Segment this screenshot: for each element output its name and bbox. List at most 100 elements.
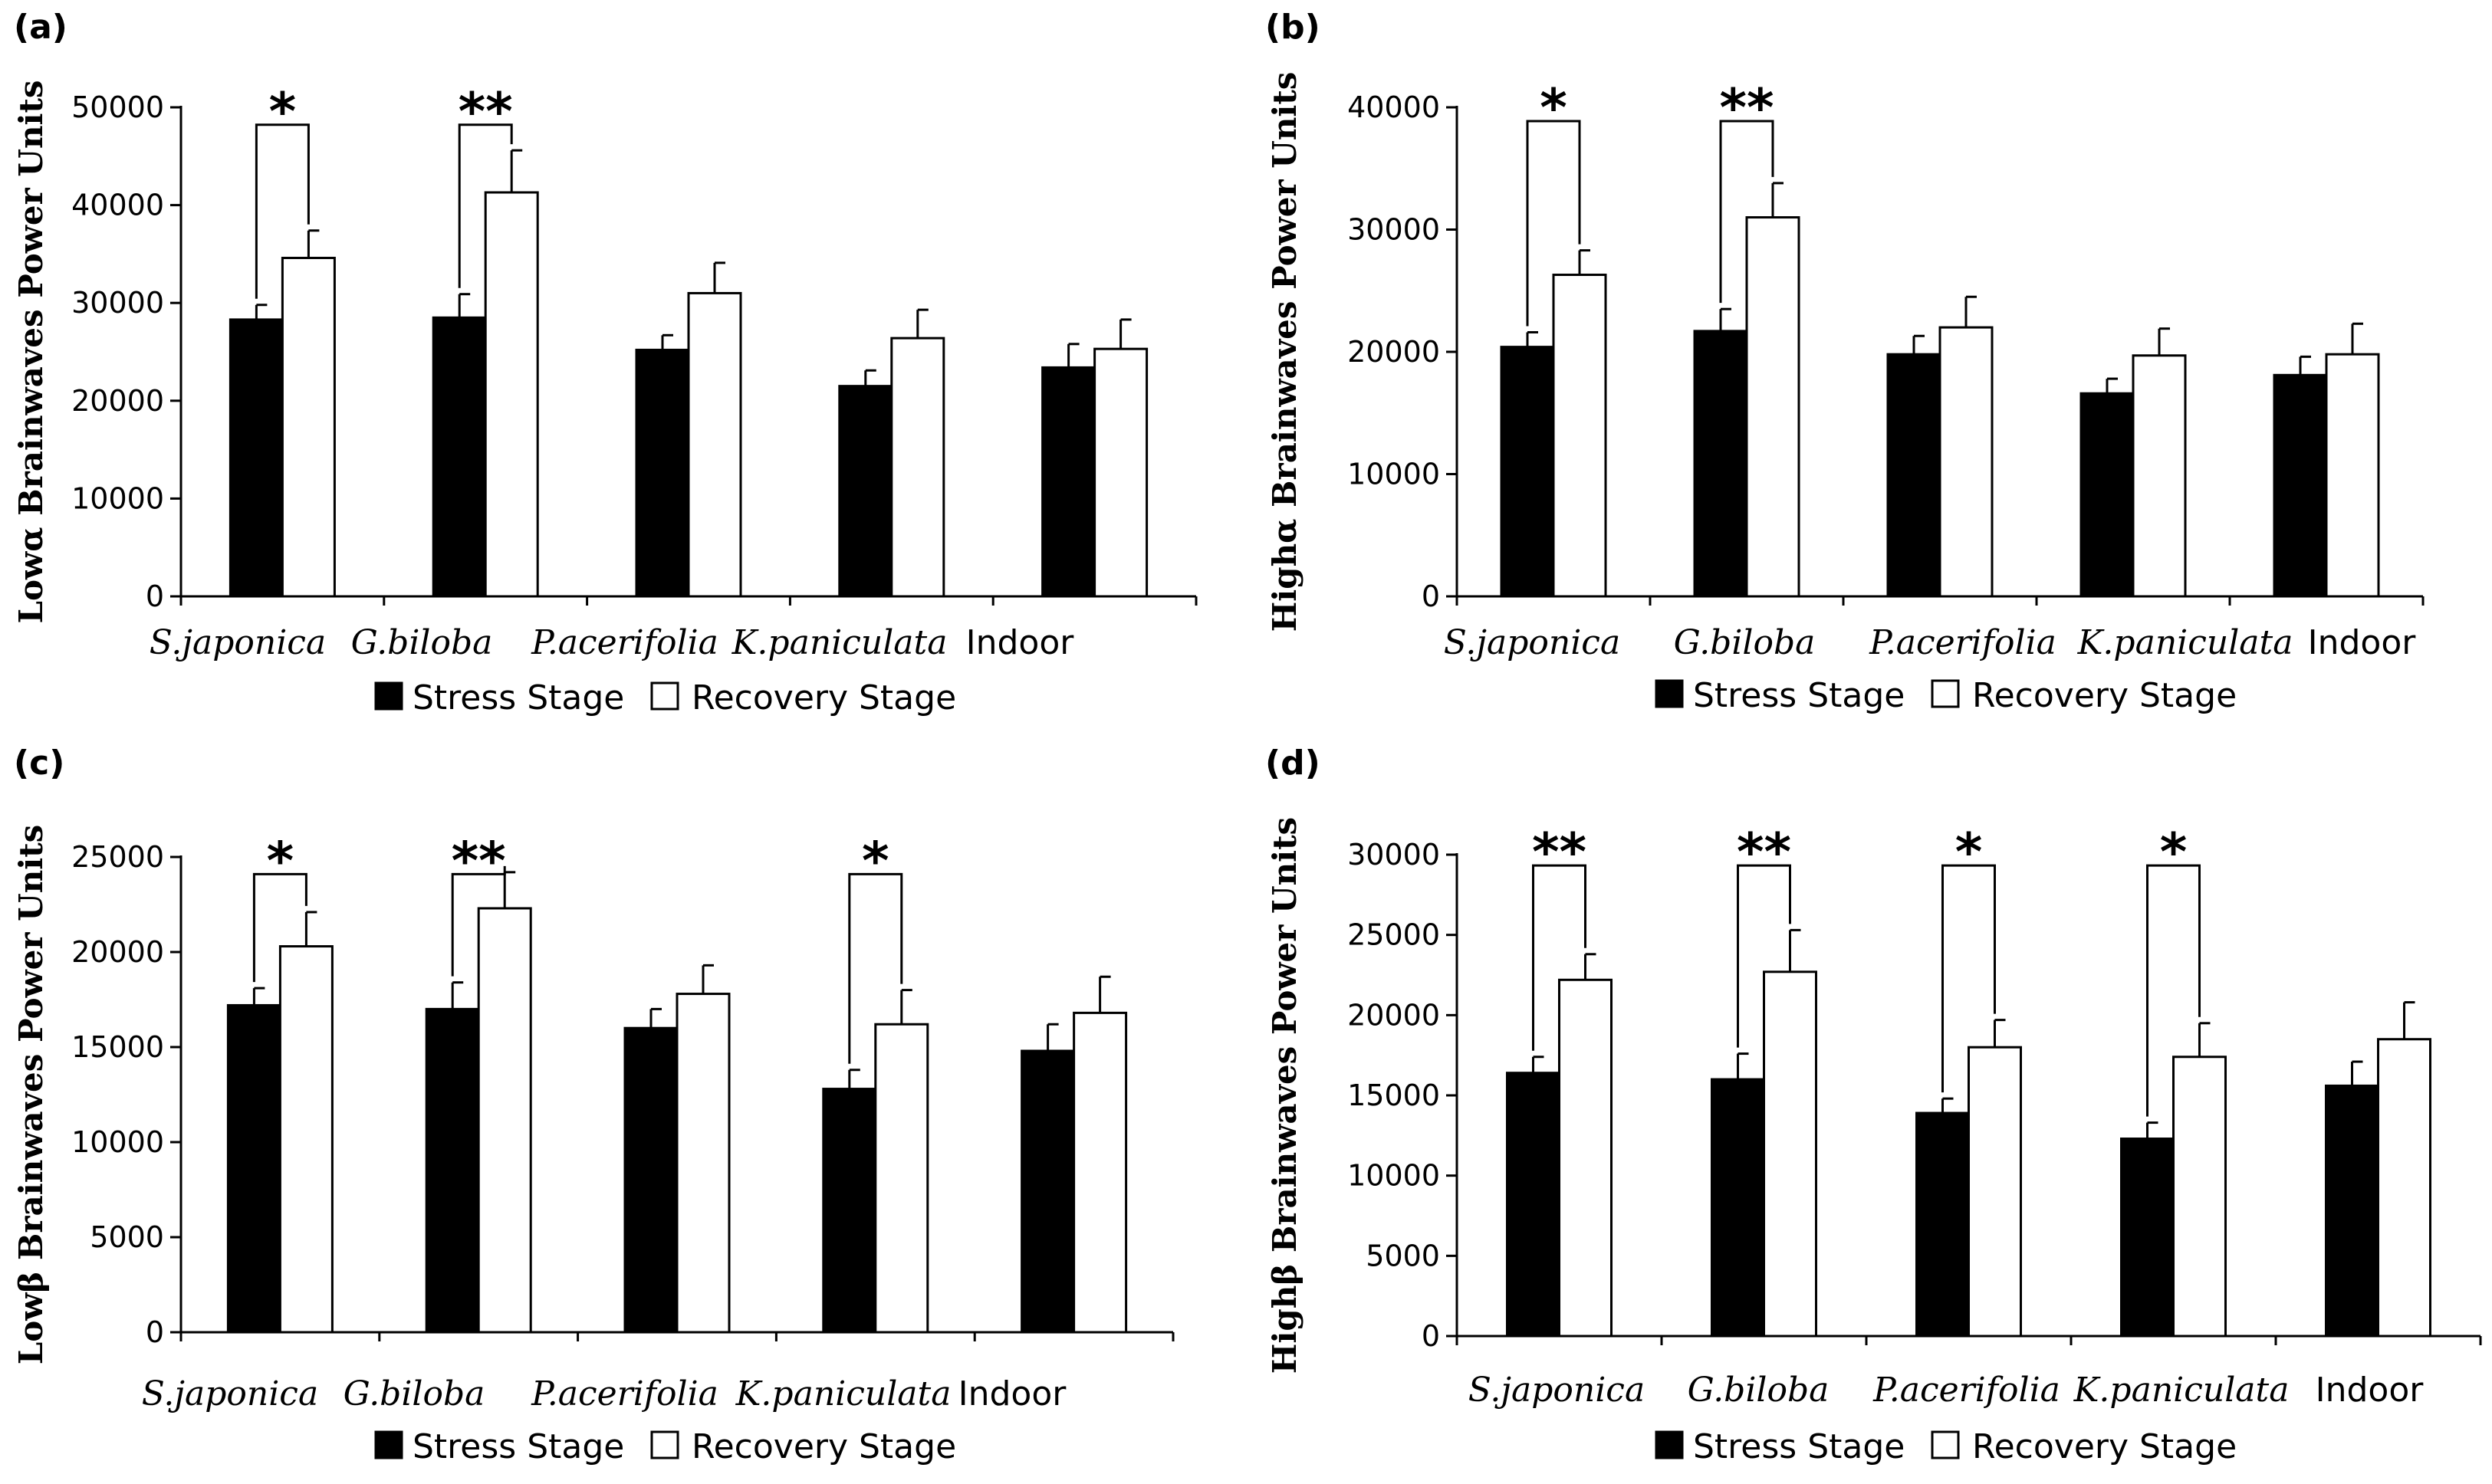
significance-marker: * [862, 831, 889, 891]
bar-recovery [2172, 1056, 2227, 1338]
legend-label-stress: Stress Stage [413, 1427, 624, 1466]
bar-stress [1711, 1078, 1765, 1338]
panel-letter: (c) [14, 744, 64, 783]
bar-recovery [281, 257, 336, 598]
bar-stress [2120, 1138, 2175, 1338]
y-tick-label: 10000 [1347, 1159, 1440, 1193]
bar-recovery [2325, 353, 2380, 598]
bar-recovery [2377, 1038, 2431, 1338]
legend-swatch-recovery [1931, 1430, 1960, 1459]
legend-swatch-stress [374, 1430, 403, 1459]
bar-stress [635, 348, 690, 598]
bar-recovery [687, 291, 742, 598]
x-category-label: K.paniculata [735, 1374, 952, 1413]
x-category-label: G.biloba [351, 623, 493, 662]
bar-stress [1021, 1049, 1076, 1334]
significance-bracket [848, 872, 903, 1064]
bar-recovery [1968, 1046, 2022, 1338]
y-tick-label: 0 [1422, 579, 1440, 613]
y-tick-label: 40000 [71, 189, 164, 222]
legend: Stress Stage Recovery Stage [1655, 1427, 2237, 1466]
bar-stress [425, 1007, 480, 1334]
x-category-label: S.japonica [1468, 1371, 1645, 1410]
bar-recovery [1938, 326, 1994, 598]
bar-recovery [1093, 347, 1149, 598]
y-tick-label: 15000 [71, 1030, 164, 1064]
bar-stress [1041, 366, 1096, 598]
bar-recovery [676, 993, 731, 1334]
significance-marker: * [1540, 78, 1567, 139]
significance-marker: * [1955, 822, 1983, 883]
bar-recovery [1552, 274, 1607, 598]
bar-recovery [2132, 354, 2187, 598]
bar-stress [1693, 330, 1748, 598]
legend-label-stress: Stress Stage [1693, 1427, 1905, 1466]
bar-recovery [1763, 970, 1817, 1338]
x-category-label: K.paniculata [731, 623, 948, 662]
significance-marker: ** [1532, 822, 1586, 883]
panel-letter: (b) [1265, 8, 1320, 47]
x-category-label: K.paniculata [2077, 623, 2293, 662]
chart-panel-2: (b) Highα Brainwaves Power Units 0 10000 200… [1265, 8, 2425, 715]
legend-swatch-stress [1655, 1430, 1684, 1459]
significance-marker: ** [1737, 822, 1791, 883]
y-tick-label: 10000 [71, 1125, 164, 1159]
legend-label-recovery: Recovery Stage [1972, 676, 2237, 715]
x-category-label: P.acerifolia [1872, 1371, 2060, 1410]
legend: Stress Stage Recovery Stage [374, 1427, 956, 1466]
significance-bracket [1526, 120, 1581, 327]
x-category-label: K.paniculata [2073, 1371, 2290, 1410]
y-tick-label: 0 [1422, 1319, 1440, 1353]
significance-marker: * [269, 82, 297, 143]
legend-label-recovery: Recovery Stage [1972, 1427, 2237, 1466]
legend-label-stress: Stress Stage [1693, 676, 1905, 715]
bar-recovery [1073, 1011, 1128, 1334]
y-tick-label: 20000 [71, 935, 164, 969]
y-axis-label: Lowα Brainwaves Power Units [12, 80, 50, 624]
x-category-label: S.japonica [150, 623, 326, 662]
y-tick-label: 30000 [1347, 838, 1440, 872]
panel-letter: (d) [1265, 744, 1320, 783]
bar-stress [838, 385, 893, 598]
bar-stress [1886, 353, 1941, 598]
y-tick-label: 0 [146, 579, 164, 613]
significance-bracket [2146, 864, 2201, 1117]
y-tick-label: 0 [146, 1315, 164, 1349]
legend-swatch-recovery [650, 681, 679, 711]
y-axis-label: Highβ Brainwaves Power Units [1266, 817, 1304, 1374]
significance-bracket [1532, 864, 1586, 1051]
y-tick-label: 20000 [1347, 998, 1440, 1032]
x-category-label: S.japonica [1444, 623, 1620, 662]
y-tick-label: 10000 [71, 481, 164, 515]
bar-stress [228, 318, 284, 598]
bar-stress [623, 1026, 679, 1334]
x-category-label: P.acerifolia [1869, 623, 2056, 662]
bar-stress [2079, 392, 2135, 598]
significance-bracket [1719, 120, 1774, 304]
significance-marker: * [267, 831, 294, 891]
y-tick-label: 20000 [1347, 335, 1440, 369]
legend-swatch-stress [1655, 679, 1684, 708]
x-category-label: Indoor [2316, 1371, 2425, 1410]
legend-label-recovery: Recovery Stage [692, 678, 956, 717]
x-category-label: S.japonica [142, 1374, 318, 1413]
y-axis-label: Highα Brainwaves Power Units [1266, 72, 1304, 632]
significance-bracket [1737, 864, 1791, 1048]
y-tick-label: 15000 [1347, 1079, 1440, 1112]
significance-marker: ** [1719, 78, 1774, 139]
significance-bracket [1941, 864, 1996, 1093]
legend-swatch-stress [374, 681, 403, 711]
bar-stress [2325, 1084, 2379, 1338]
chart-panel-3: (c) Lowβ Brainwaves Power Units 0 5000 10000… [12, 744, 1175, 1466]
legend-swatch-recovery [650, 1430, 679, 1459]
bar-stress [1915, 1111, 1970, 1338]
significance-bracket [451, 865, 506, 977]
y-tick-label: 25000 [71, 840, 164, 874]
bar-recovery [1558, 978, 1613, 1338]
bar-stress [1500, 346, 1555, 598]
panel-letter: (a) [14, 8, 67, 47]
significance-bracket [458, 123, 513, 288]
y-tick-label: 50000 [71, 90, 164, 124]
bar-recovery [890, 337, 945, 598]
